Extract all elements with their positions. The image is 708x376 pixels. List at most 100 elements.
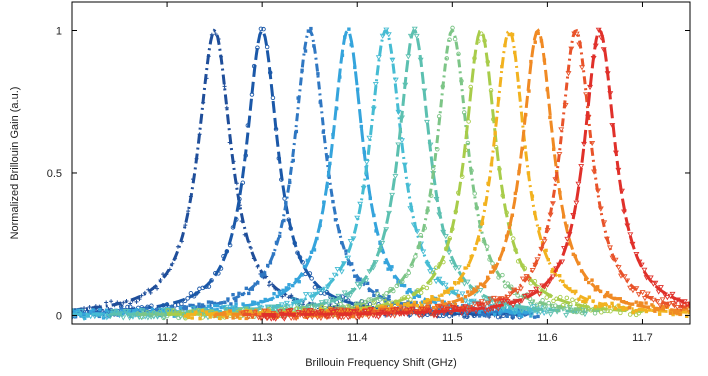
series-point (546, 258, 550, 262)
series-point (253, 282, 257, 286)
series-point (297, 255, 303, 260)
series-point (541, 310, 548, 317)
series-point (496, 275, 501, 280)
series-point (617, 303, 621, 307)
series-point (477, 314, 482, 318)
series-point (561, 245, 568, 252)
series-point (172, 303, 178, 308)
series-point (638, 301, 642, 305)
series-point (391, 288, 396, 294)
series-point (392, 275, 397, 279)
series-point (261, 308, 268, 314)
series-point (406, 270, 411, 276)
series-point (640, 307, 645, 312)
series-point (507, 291, 514, 297)
data-series (107, 26, 588, 321)
series-point (497, 166, 502, 172)
series-point (251, 300, 255, 304)
series-point (555, 307, 560, 313)
series-point (464, 279, 471, 285)
series-point (134, 299, 139, 304)
series-point (247, 291, 251, 296)
series-point (638, 307, 642, 312)
series-point (87, 304, 92, 309)
y-axis: 00.51 (47, 25, 690, 322)
series-point (213, 32, 218, 37)
series-point (644, 309, 649, 314)
series-point (512, 310, 519, 316)
series-point (313, 311, 320, 317)
series-point (244, 316, 248, 321)
series-point (216, 271, 221, 276)
series-point (249, 92, 255, 97)
series-point (687, 310, 690, 315)
series-point (354, 281, 361, 288)
series-point (544, 228, 551, 234)
series-point (318, 300, 325, 306)
series-point (527, 89, 531, 93)
series-point (125, 304, 130, 310)
series-point (345, 255, 352, 261)
series-point (163, 308, 170, 314)
series-point (343, 35, 347, 39)
series-point (325, 301, 332, 307)
series-point (433, 313, 440, 319)
series-point (508, 284, 514, 289)
series-point (349, 43, 353, 47)
series-point (275, 304, 282, 310)
series-point (104, 300, 109, 305)
series-point (240, 311, 247, 317)
series-point (646, 305, 651, 309)
series-point (78, 308, 85, 315)
series-point (545, 87, 549, 92)
series-point (624, 306, 629, 311)
series-point (528, 312, 535, 318)
series-point (478, 31, 484, 36)
series-point (485, 307, 492, 313)
series-point (353, 308, 360, 314)
series-point (350, 236, 357, 242)
series-point (264, 44, 270, 50)
series-point (149, 303, 154, 309)
series-point (458, 310, 465, 316)
series-point (585, 114, 592, 120)
series-point (412, 295, 416, 300)
series-point (498, 311, 502, 315)
series-point (482, 313, 487, 318)
series-point (455, 265, 462, 271)
series-point (418, 233, 424, 238)
series-point (206, 54, 211, 59)
series-point (399, 283, 404, 287)
series-point (368, 297, 374, 302)
series-point (149, 312, 154, 318)
series-point (610, 301, 614, 306)
series-point (234, 298, 238, 303)
series-point (424, 305, 431, 311)
series-point (495, 306, 502, 312)
series-point (441, 259, 446, 265)
series-point (577, 261, 581, 265)
series-point (314, 315, 321, 321)
series-point (284, 286, 289, 290)
series-point (532, 278, 538, 284)
series-point (621, 299, 626, 304)
series-point (309, 250, 314, 254)
series-point (224, 105, 229, 110)
series-point (440, 229, 447, 236)
series-point (244, 286, 249, 291)
series-point (75, 308, 80, 312)
series-point (197, 302, 201, 307)
series-point (383, 312, 390, 318)
x-tick-label: 11.6 (537, 332, 558, 344)
series-point (177, 310, 182, 315)
series-point (209, 278, 214, 283)
series-point (431, 305, 436, 310)
series-point (443, 246, 449, 251)
series-point (170, 261, 175, 266)
series-point (570, 297, 575, 303)
series-point (467, 303, 471, 307)
series-point (345, 307, 349, 311)
series-point (228, 309, 232, 313)
series-point (238, 316, 242, 320)
series-point (86, 314, 90, 318)
